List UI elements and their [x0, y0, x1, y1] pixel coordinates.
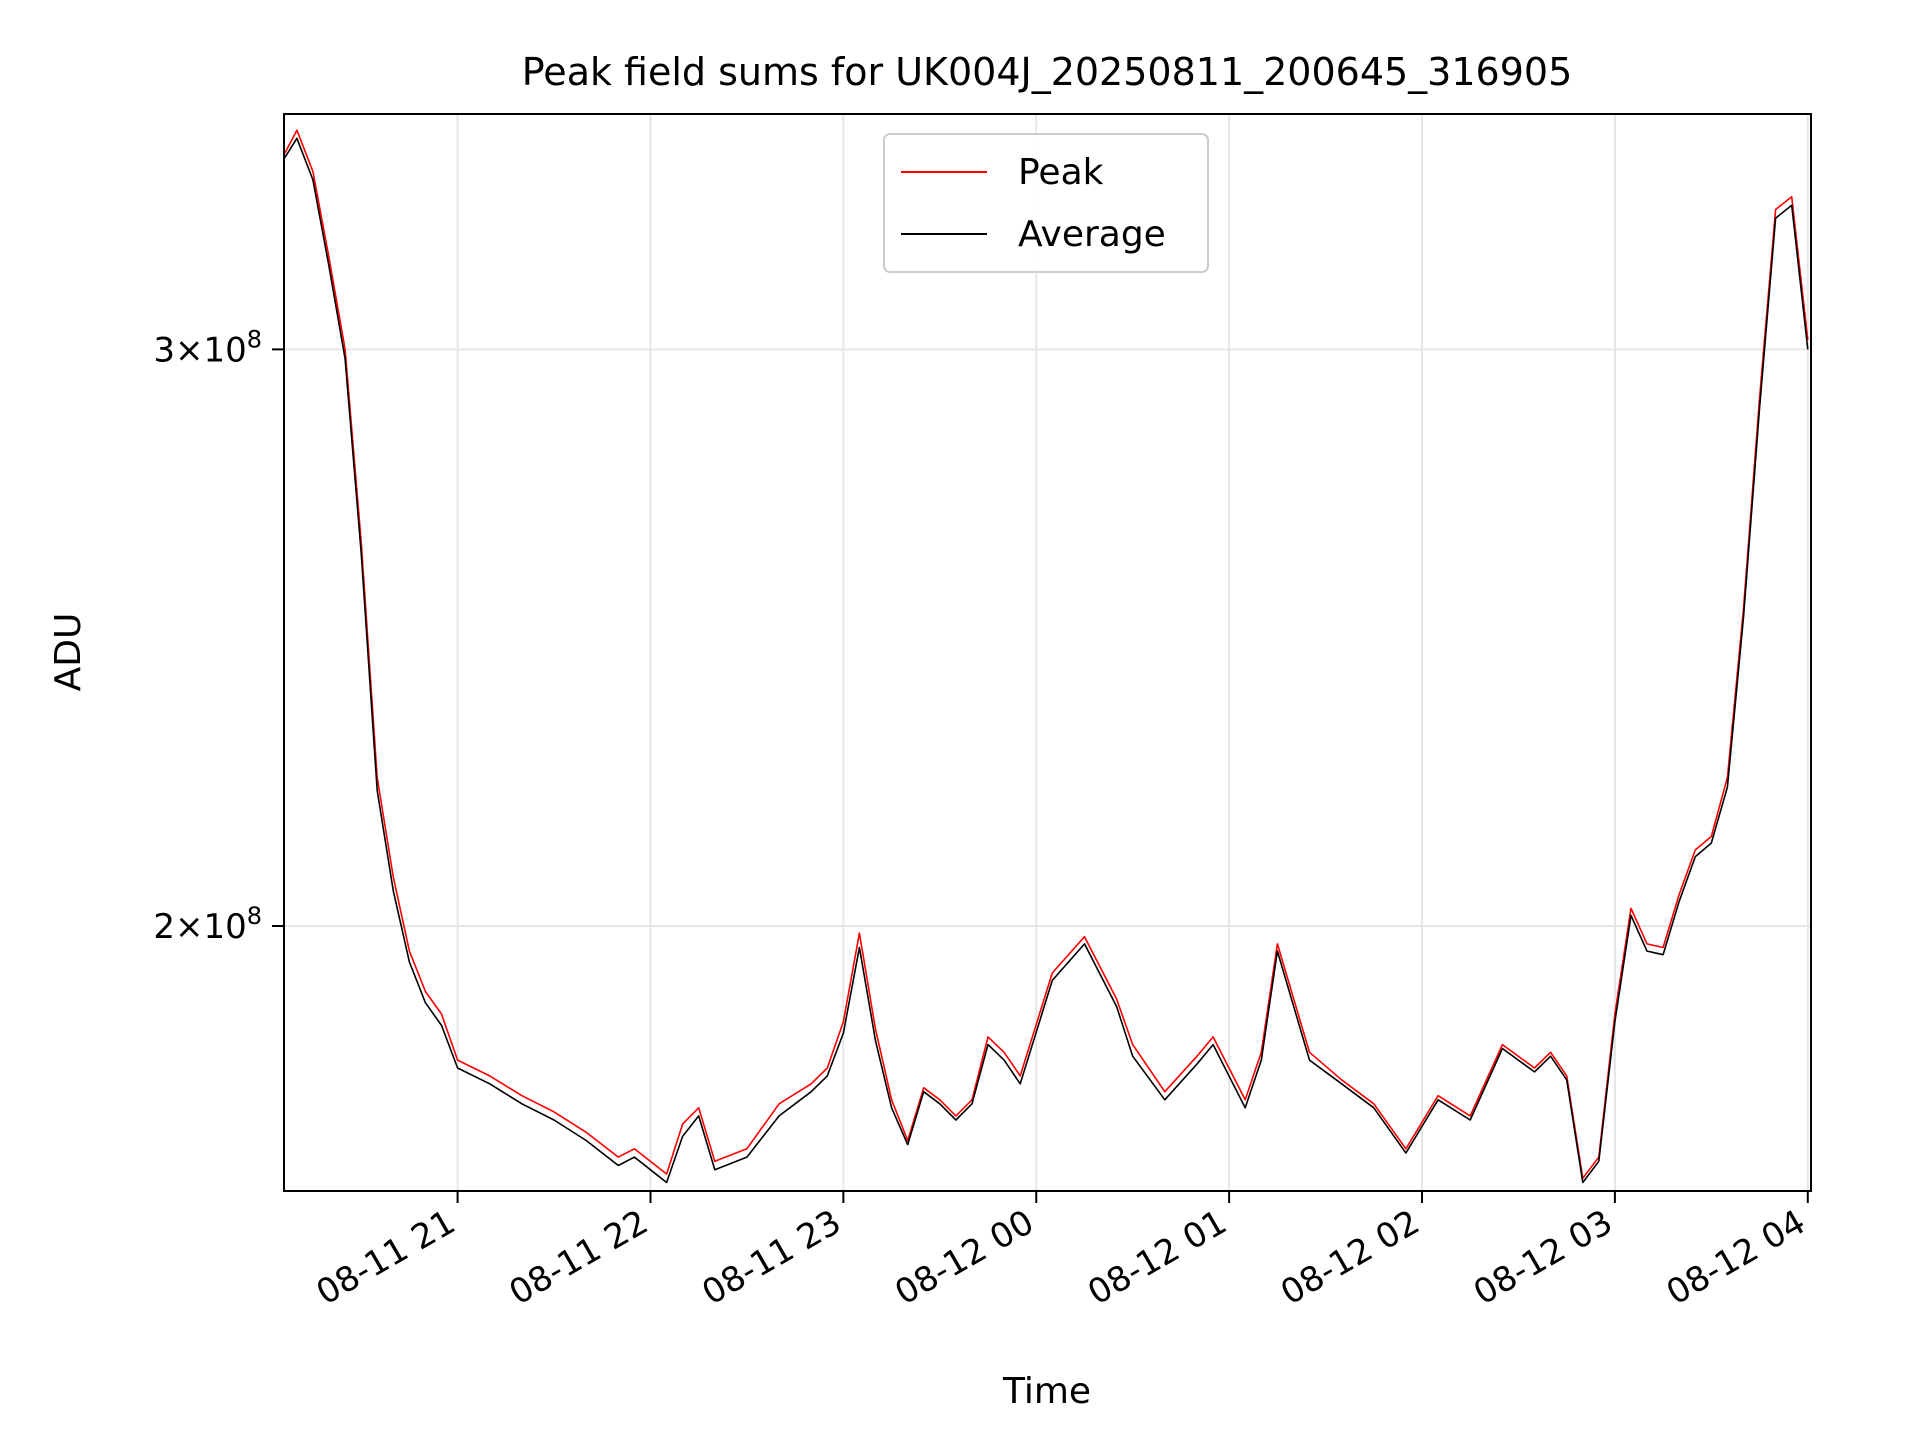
- series-layer: [283, 129, 1809, 1184]
- plot-frame: [283, 113, 1812, 1192]
- x-tick-label: 08-12 02: [1274, 1202, 1426, 1313]
- legend-label-peak: Peak: [1018, 152, 1104, 193]
- legend-box: [883, 133, 1209, 273]
- gridlines: [284, 114, 1811, 1191]
- x-axis-label: Time: [1002, 1371, 1091, 1412]
- x-tick-label: 08-12 00: [888, 1202, 1040, 1313]
- chart-title: Peak field sums for UK004J_20250811_2006…: [522, 50, 1573, 94]
- x-tick-label: 08-12 03: [1467, 1202, 1619, 1313]
- x-tick-label: 08-12 01: [1081, 1202, 1233, 1313]
- x-tick-label: 08-11 23: [695, 1202, 847, 1313]
- x-tick-label: 08-11 22: [503, 1202, 655, 1313]
- series-line-average: [283, 137, 1809, 1184]
- y-tick-label: 3×108: [153, 325, 262, 370]
- y-axis-label: ADU: [48, 613, 89, 692]
- legend: Peak Average: [883, 133, 1209, 273]
- x-tick-label: 08-11 21: [310, 1202, 462, 1313]
- x-tick-label: 08-12 04: [1660, 1202, 1812, 1313]
- y-tick-label: 2×108: [153, 902, 262, 947]
- legend-label-average: Average: [1018, 214, 1166, 255]
- y-axis-ticks: 3×108 2×108: [153, 325, 284, 947]
- series-line-peak: [283, 129, 1809, 1179]
- x-axis-ticks: 08-11 21 08-11 22 08-11 23 08-12 00 08-12 01…: [310, 1191, 1812, 1313]
